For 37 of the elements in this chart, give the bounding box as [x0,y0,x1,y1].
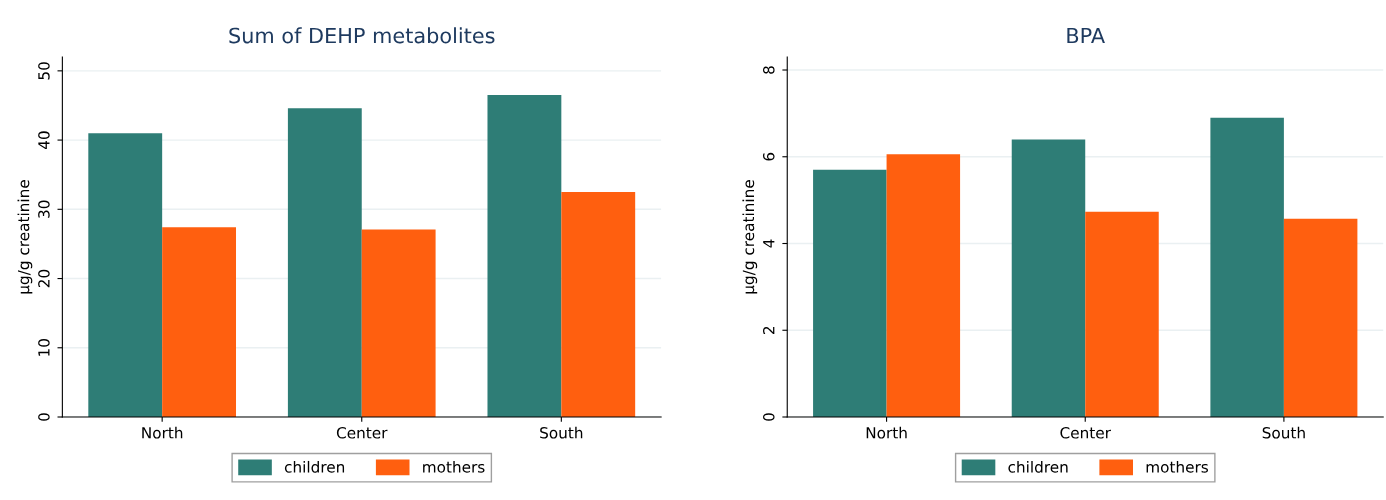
y-tick-label: 0 [38,413,50,421]
bar [1011,139,1086,417]
bar [287,108,362,417]
y-tick-label: 6 [763,152,775,161]
legend-label: mothers [423,460,485,473]
legend-label: children [1008,460,1068,473]
x-tick-label: Center [1060,426,1111,439]
y-tick-label: 4 [763,239,775,248]
y-tick-label: 10 [38,339,50,356]
y-tick-label: 0 [763,413,775,421]
y-tick-label: 20 [38,269,50,288]
y-tick-label: 40 [38,131,50,150]
chart-title: Sum of DEHP metabolites [229,27,495,44]
x-tick-label: South [540,426,583,439]
bar [561,192,636,417]
x-tick-label: Center [336,426,388,439]
y-tick-label: 50 [38,62,50,80]
y-tick-label: 30 [38,200,50,218]
bar [1085,211,1159,417]
x-tick-label: South [1262,426,1305,439]
bar [813,169,887,417]
bar [361,229,436,417]
chart-title: BPA [1067,27,1105,44]
y-axis-title: µg/g creatinine [17,180,33,294]
x-tick-label: North [866,426,907,439]
bar [1283,218,1358,417]
y-axis-title: µg/g creatinine [742,180,758,294]
legend-label: mothers [1146,460,1209,473]
bar [88,133,163,417]
bar [162,227,237,417]
x-tick-label: North [142,426,183,439]
bar [487,95,562,417]
legend-label: children [284,460,345,473]
bar [1210,117,1284,417]
y-tick-label: 8 [763,66,775,74]
bar [886,154,961,417]
y-tick-label: 2 [763,326,775,334]
